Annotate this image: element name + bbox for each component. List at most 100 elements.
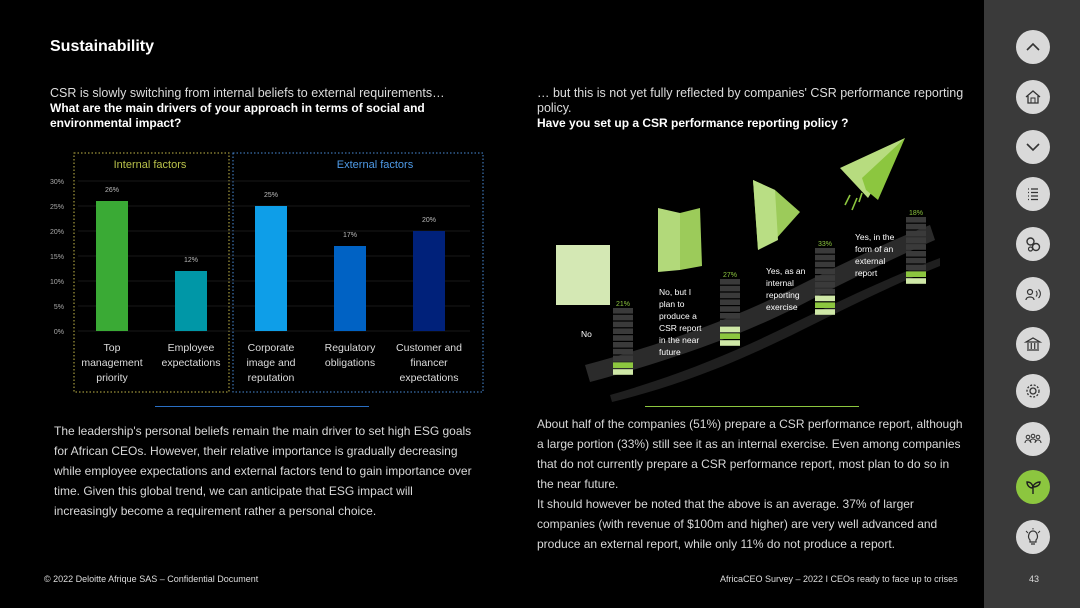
group-label: Internal factors xyxy=(114,159,187,171)
nav-button-lightbulb[interactable] xyxy=(1016,520,1050,554)
paper-plane-icon xyxy=(840,138,905,198)
bar-segment xyxy=(613,321,633,328)
category-label: reporting xyxy=(766,290,800,300)
category-label: future xyxy=(659,347,681,357)
category-label: external xyxy=(855,256,885,266)
bar-segment xyxy=(906,237,926,243)
gears-icon xyxy=(1026,237,1041,252)
bar-segment xyxy=(720,326,740,333)
nav-button-chevron-up[interactable] xyxy=(1016,30,1050,64)
bar-segment xyxy=(815,288,835,295)
page-number: 43 xyxy=(1029,574,1040,584)
bar-segment xyxy=(815,275,835,281)
category-label: No xyxy=(581,329,592,339)
bar-segment xyxy=(613,314,633,321)
bar xyxy=(334,246,366,331)
value-label: 26% xyxy=(105,187,119,194)
bar-segment xyxy=(720,319,740,326)
category-label: No, but I xyxy=(659,287,691,297)
bar-segment xyxy=(720,333,740,339)
nav-button-people[interactable] xyxy=(1016,422,1050,456)
bar-segment xyxy=(720,299,740,305)
category-label: report xyxy=(855,268,878,278)
right-lead: … but this is not yet fully reflected by… xyxy=(537,86,967,131)
motion-lines-icon xyxy=(844,192,863,211)
category-label: Employee xyxy=(168,342,215,354)
bar-segment xyxy=(906,217,926,223)
category-label: Yes, in the xyxy=(855,232,895,242)
left-lead: CSR is slowly switching from internal be… xyxy=(50,86,500,131)
footer-survey: AfricaCEO Survey – 2022 I CEOs ready to … xyxy=(720,574,958,584)
chevron-up-icon xyxy=(1026,42,1040,51)
chevron-down-icon xyxy=(1026,143,1040,152)
left-lead-text: CSR is slowly switching from internal be… xyxy=(50,86,445,100)
bar-segment xyxy=(906,230,926,237)
lightbulb-icon xyxy=(1025,528,1041,545)
decorative-band xyxy=(585,225,935,382)
folding-paper-icon xyxy=(753,180,778,250)
category-label: management xyxy=(81,357,142,369)
bar-segment xyxy=(613,335,633,341)
bank-icon xyxy=(1023,337,1043,351)
bar-segment xyxy=(815,309,835,315)
right-question: Have you set up a CSR performance report… xyxy=(537,116,849,130)
category-label: CSR report xyxy=(659,323,702,333)
bar-segment xyxy=(906,271,926,277)
bar-segment xyxy=(906,251,926,257)
y-tick-label: 20% xyxy=(50,229,64,236)
value-label: 21% xyxy=(616,301,630,308)
bar-segment xyxy=(815,282,835,288)
nav-button-home[interactable] xyxy=(1016,80,1050,114)
nav-button-list[interactable] xyxy=(1016,177,1050,211)
category-label: obligations xyxy=(325,357,375,369)
category-label: expectations xyxy=(162,357,221,369)
value-label: 20% xyxy=(422,217,436,224)
category-label: produce a xyxy=(659,311,697,321)
category-label: Yes, as an xyxy=(766,266,806,276)
bar-segment xyxy=(720,306,740,312)
category-label: plan to xyxy=(659,299,685,309)
bar-segment xyxy=(815,248,835,254)
bar-segment xyxy=(815,302,835,308)
gear-icon xyxy=(1026,384,1040,398)
bar-segment xyxy=(906,264,926,271)
value-label: 12% xyxy=(184,257,198,264)
external-factors-frame xyxy=(232,152,484,393)
nav-button-gear[interactable] xyxy=(1016,374,1050,408)
right-lead-text: … but this is not yet fully reflected by… xyxy=(537,86,964,115)
person-speaking-icon xyxy=(1025,288,1041,301)
people-icon xyxy=(1024,433,1042,444)
footer-copyright: © 2022 Deloitte Afrique SAS – Confidenti… xyxy=(44,574,259,584)
right-body-2: It should however be noted that the abov… xyxy=(537,497,938,551)
nav-button-plant[interactable] xyxy=(1016,470,1050,504)
internal-factors-frame xyxy=(73,152,230,393)
category-label: Regulatory xyxy=(325,342,377,354)
drivers-chart: Internal factors External factors 0% 5% 10% 1… xyxy=(50,152,484,393)
bar-segment xyxy=(720,279,740,285)
bar-segment xyxy=(815,295,835,302)
bar-segment xyxy=(720,292,740,299)
bar-segment xyxy=(613,369,633,375)
right-body-1: About half of the companies (51%) prepar… xyxy=(537,417,963,491)
nav-button-bank[interactable] xyxy=(1016,327,1050,361)
bar-segment xyxy=(906,244,926,250)
category-label: financer xyxy=(410,357,448,369)
bar-segment xyxy=(720,340,740,346)
bar-segment xyxy=(613,348,633,355)
nav-button-gears[interactable] xyxy=(1016,227,1050,261)
bar-segment xyxy=(906,223,926,230)
bar-segment xyxy=(815,261,835,268)
nav-button-chevron-down[interactable] xyxy=(1016,130,1050,164)
category-label: exercise xyxy=(766,302,798,312)
value-label: 25% xyxy=(264,192,278,199)
page-title: Sustainability xyxy=(50,38,155,55)
left-question: What are the main drivers of your approa… xyxy=(50,101,425,130)
y-tick-label: 15% xyxy=(50,254,64,261)
bar-segment xyxy=(815,268,835,274)
nav-button-person-speaking[interactable] xyxy=(1016,277,1050,311)
bar-segment xyxy=(906,278,926,284)
category-label: expectations xyxy=(400,372,459,384)
bar-segment xyxy=(906,257,926,264)
divider-green xyxy=(645,406,859,407)
left-body: The leadership's personal beliefs remain… xyxy=(54,424,472,518)
